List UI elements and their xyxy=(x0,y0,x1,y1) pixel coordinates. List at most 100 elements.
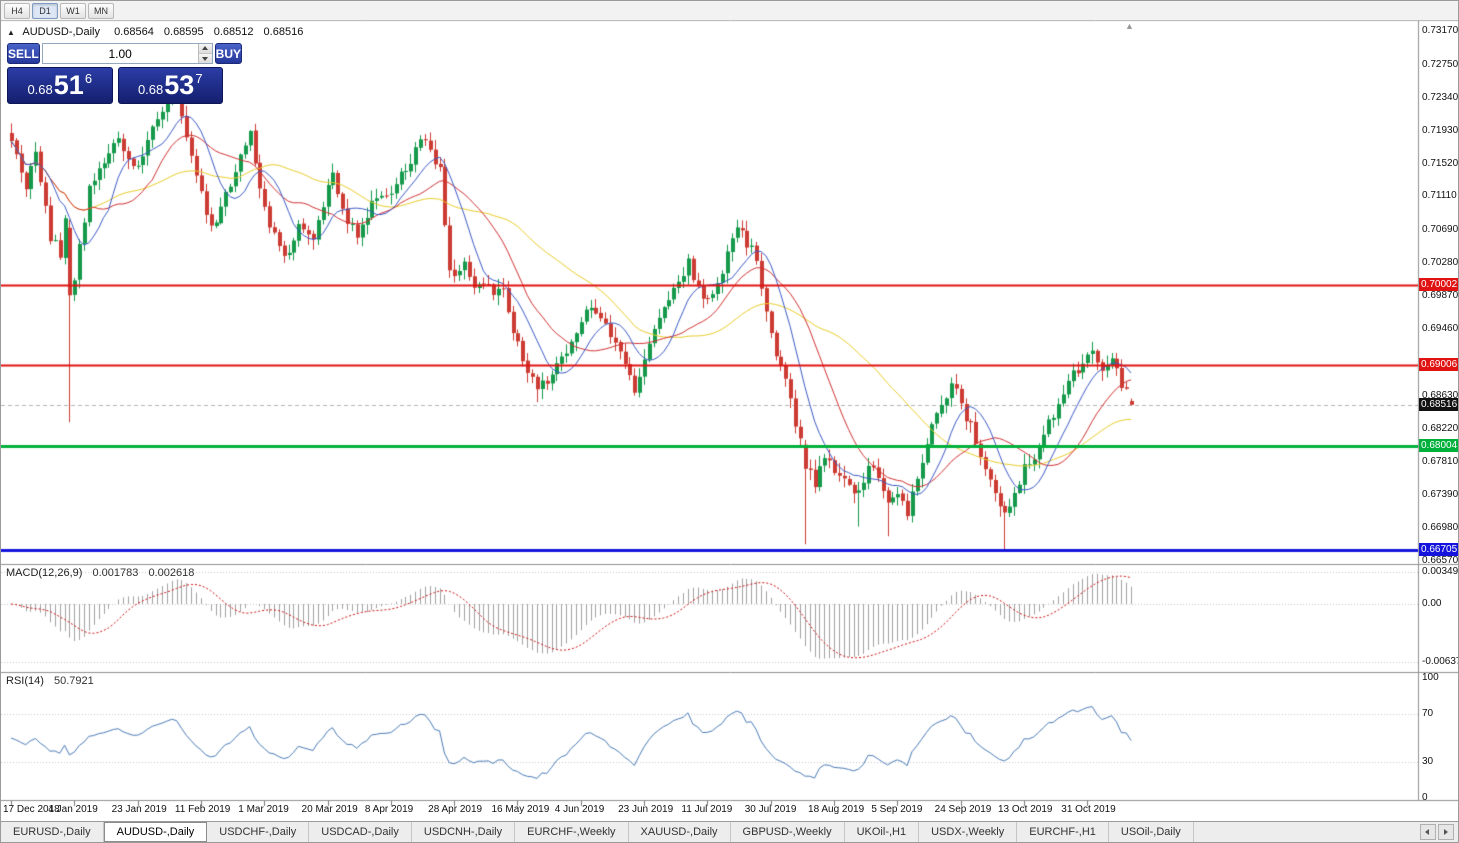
chart-tab-audusd-daily[interactable]: AUDUSD-,Daily xyxy=(103,822,208,842)
price-axis-label: 0.71520 xyxy=(1422,157,1459,169)
hline-price-badge[interactable]: 0.69006 xyxy=(1419,358,1458,372)
price-axis-label: 0.70690 xyxy=(1422,224,1459,236)
date-axis-label: 4 Jan 2019 xyxy=(48,804,98,815)
macd-name: MACD(12,26,9) xyxy=(6,567,83,579)
volume-field xyxy=(41,43,213,64)
trade-prices-row: 0.68 51 6 0.68 53 7 xyxy=(7,67,223,104)
timeframe-button-d1[interactable]: D1 xyxy=(32,2,58,19)
date-axis-label: 8 Apr 2019 xyxy=(364,804,414,815)
price-axis-label: 0.66980 xyxy=(1422,522,1459,534)
chart-tab-usdcnh-daily[interactable]: USDCNH-,Daily xyxy=(412,822,516,842)
price-axis-label: 0.69870 xyxy=(1422,290,1459,302)
price-axis-label: 0.67810 xyxy=(1422,455,1459,467)
buy-price-display[interactable]: 0.68 53 7 xyxy=(117,67,223,104)
timeframe-button-w1[interactable]: W1 xyxy=(60,2,86,19)
chart-tab-gbpusd-weekly[interactable]: GBPUSD-,Weekly xyxy=(731,822,845,842)
chart-tab-xauusd-daily[interactable]: XAUUSD-,Daily xyxy=(629,822,731,842)
chart-tab-usoil-daily[interactable]: USOil-,Daily xyxy=(1109,822,1194,842)
date-axis-label: 30 Jul 2019 xyxy=(744,804,797,815)
symbol-ohlc-header: ▲ AUDUSD-,Daily 0.68564 0.68595 0.68512 … xyxy=(7,26,303,38)
chart-tab-ukoil-h1[interactable]: UKOil-,H1 xyxy=(845,822,920,842)
price-axis-label: 0.66570 xyxy=(1422,555,1459,567)
timeframe-button-mn[interactable]: MN xyxy=(88,2,114,19)
price-axis-label: 0.72340 xyxy=(1422,91,1459,103)
chart-tab-eurchf-weekly[interactable]: EURCHF-,Weekly xyxy=(515,822,629,842)
date-axis-label: 5 Sep 2019 xyxy=(871,804,923,815)
volume-decrease-button[interactable] xyxy=(198,54,212,63)
date-axis-label: 11 Feb 2019 xyxy=(174,804,231,815)
macd-axis-label: 0.00349 xyxy=(1422,565,1459,577)
volume-increase-button[interactable] xyxy=(198,44,212,54)
date-axis-label: 20 Mar 2019 xyxy=(301,804,358,815)
buy-price-pip: 7 xyxy=(195,71,203,86)
volume-spinner xyxy=(197,44,212,63)
chart-tab-bar: EURUSD-,Daily AUDUSD-,Daily USDCHF-,Daily U… xyxy=(1,821,1458,842)
rsi-axis-label: 0 xyxy=(1422,792,1428,803)
date-axis-label: 11 Jul 2019 xyxy=(681,804,733,815)
hline-price-badge[interactable]: 0.70002 xyxy=(1419,278,1458,292)
price-axis-label: 0.69460 xyxy=(1422,323,1459,335)
chart-tab-eurchf-h1[interactable]: EURCHF-,H1 xyxy=(1017,822,1109,842)
sell-price-big: 51 xyxy=(53,70,84,100)
chart-tab-usdx-weekly[interactable]: USDX-,Weekly xyxy=(919,822,1018,842)
price-axis-label: 0.68220 xyxy=(1422,422,1459,434)
rsi-axis-label: 100 xyxy=(1422,672,1439,683)
hline-price-badge[interactable]: 0.68004 xyxy=(1419,438,1458,452)
macd-axis-label: 0.00 xyxy=(1422,598,1442,609)
date-axis-label: 28 Apr 2019 xyxy=(428,804,483,815)
date-axis-label: 17 Dec 2018 xyxy=(3,804,60,815)
buy-price-big: 53 xyxy=(164,70,195,100)
ohlc-close: 0.68516 xyxy=(263,26,304,38)
sell-price-base: 0.68 xyxy=(27,82,53,97)
date-axis-label: 13 Oct 2019 xyxy=(997,804,1053,815)
price-axis-label: 0.67390 xyxy=(1422,489,1459,501)
date-axis-label: 23 Jun 2019 xyxy=(618,804,674,815)
price-axis-label: 0.68630 xyxy=(1422,389,1459,401)
price-axis-label: 0.73170 xyxy=(1422,25,1459,37)
price-axis-label: 0.72750 xyxy=(1422,58,1459,70)
sell-price-display[interactable]: 0.68 51 6 xyxy=(7,67,113,104)
rsi-axis-label: 30 xyxy=(1422,756,1434,767)
macd-signal-value: 0.002618 xyxy=(148,567,195,579)
date-axis-label: 24 Sep 2019 xyxy=(934,804,992,815)
chart-tabs: EURUSD-,Daily AUDUSD-,Daily USDCHF-,Daily U… xyxy=(1,822,1194,842)
current-price-badge: 0.68516 xyxy=(1419,397,1458,411)
price-axis-label: 0.70280 xyxy=(1422,257,1459,269)
date-axis-label: 16 May 2019 xyxy=(491,804,550,815)
chart-tab-usdcad-daily[interactable]: USDCAD-,Daily xyxy=(309,822,412,842)
macd-indicator-label: MACD(12,26,9) 0.001783 0.002618 xyxy=(6,567,194,579)
symbol-name: AUDUSD-,Daily xyxy=(22,26,100,38)
date-axis-label: 18 Aug 2019 xyxy=(808,804,865,815)
trade-controls-row: SELL BUY xyxy=(7,43,243,64)
ohlc-low: 0.68512 xyxy=(213,26,254,38)
ohlc-high: 0.68595 xyxy=(163,26,204,38)
tab-scroll-arrows xyxy=(1420,822,1458,842)
rsi-axis-label: 70 xyxy=(1422,708,1434,719)
tab-scroll-left-button[interactable] xyxy=(1420,824,1436,840)
date-axis-label: 31 Oct 2019 xyxy=(1061,804,1116,815)
one-click-toggle-icon[interactable]: ▲ xyxy=(7,28,15,37)
rsi-value: 50.7921 xyxy=(53,675,94,687)
sell-price-pip: 6 xyxy=(84,71,93,86)
tab-scroll-right-button[interactable] xyxy=(1438,824,1454,840)
timeframe-toolbar: H4 D1 W1 MN xyxy=(1,1,1458,20)
sell-button[interactable]: SELL xyxy=(7,43,40,64)
volume-input[interactable] xyxy=(42,44,198,63)
price-axis-label: 0.71110 xyxy=(1422,190,1457,202)
chart-tab-usdchf-daily[interactable]: USDCHF-,Daily xyxy=(207,822,310,842)
chart-tab-eurusd-daily[interactable]: EURUSD-,Daily xyxy=(1,822,104,842)
chart-shift-marker-icon[interactable]: ▲ xyxy=(1125,21,1134,31)
buy-price-base: 0.68 xyxy=(137,82,164,97)
timeframe-button-h4[interactable]: H4 xyxy=(4,2,30,19)
date-axis-label: 23 Jan 2019 xyxy=(111,804,167,815)
date-axis-label: 1 Mar 2019 xyxy=(238,804,289,815)
buy-button[interactable]: BUY xyxy=(214,43,243,64)
hline-price-badge[interactable]: 0.66705 xyxy=(1419,543,1458,557)
macd-main-value: 0.001783 xyxy=(92,567,139,579)
rsi-indicator-label: RSI(14) 50.7921 xyxy=(6,675,94,687)
macd-axis-label: -0.00637 xyxy=(1422,656,1459,668)
